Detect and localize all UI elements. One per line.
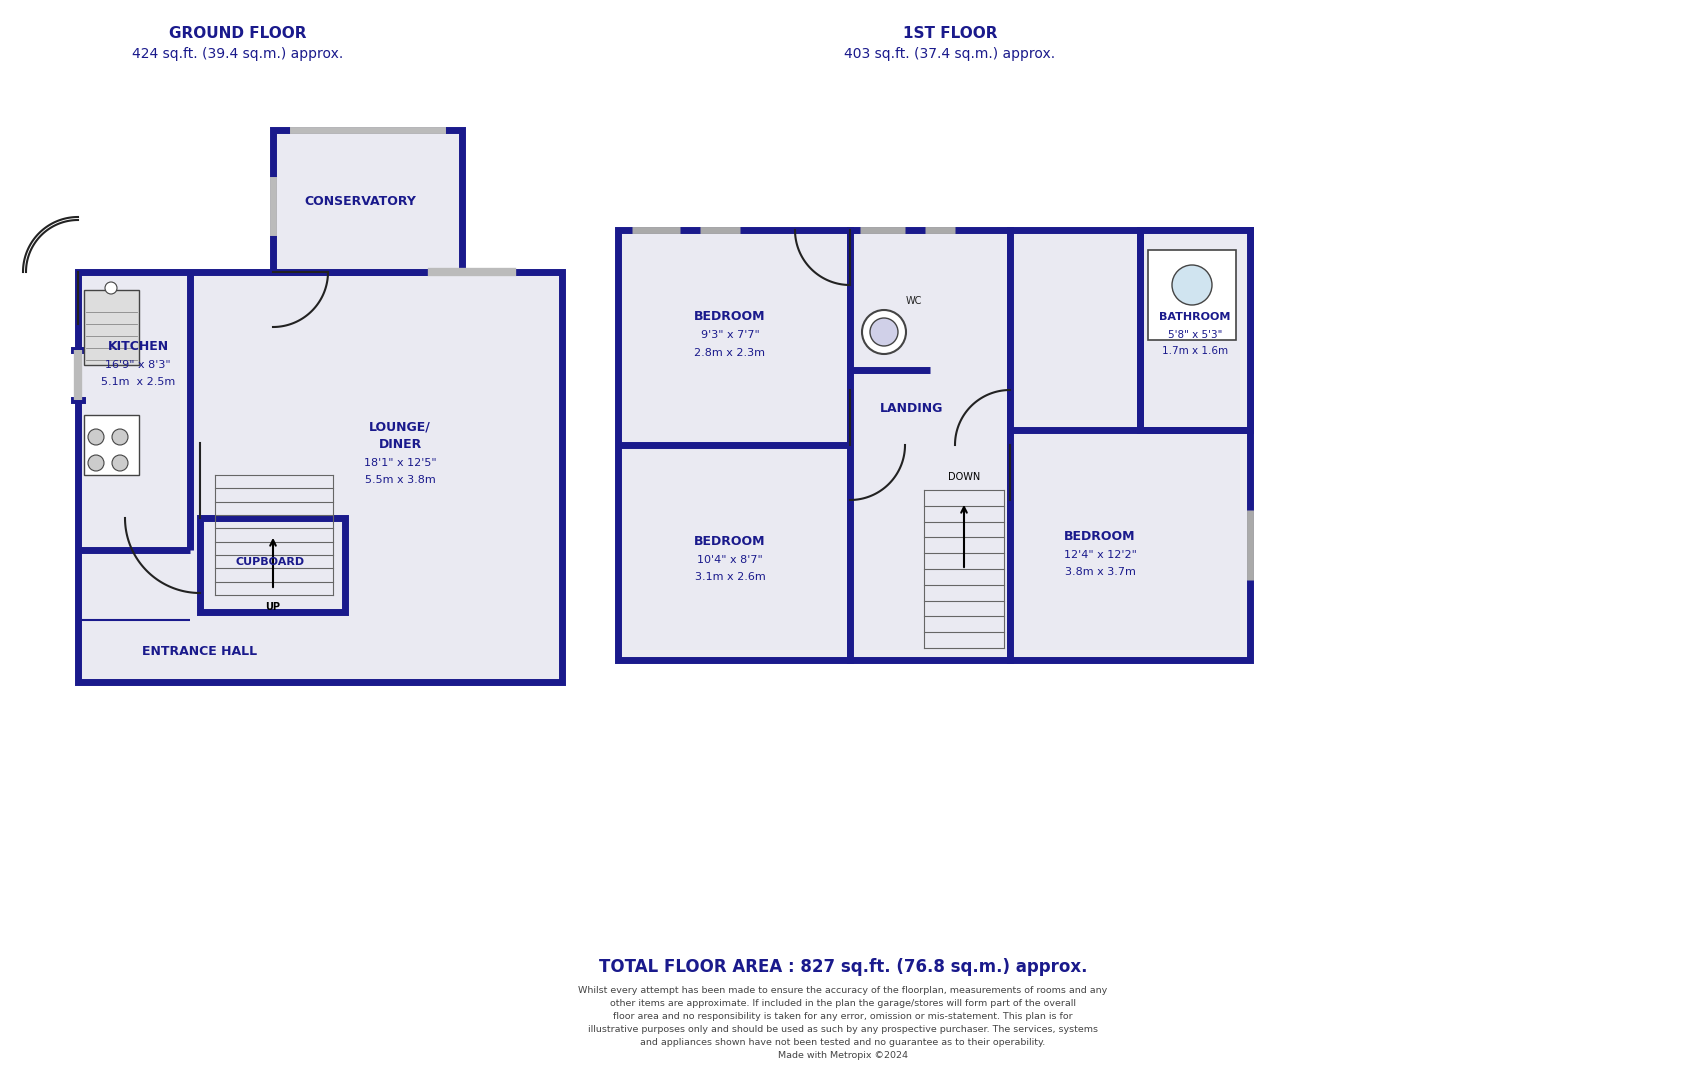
Text: and appliances shown have not been tested and no guarantee as to their operabili: and appliances shown have not been teste… [641, 1038, 1045, 1047]
Text: BATHROOM: BATHROOM [1160, 312, 1231, 322]
Text: LANDING: LANDING [880, 402, 944, 415]
Text: WC: WC [905, 296, 922, 306]
Text: 424 sq.ft. (39.4 sq.m.) approx.: 424 sq.ft. (39.4 sq.m.) approx. [133, 48, 344, 60]
Text: floor area and no responsibility is taken for any error, omission or mis-stateme: floor area and no responsibility is take… [614, 1012, 1072, 1021]
Text: other items are approximate. If included in the plan the garage/stores will form: other items are approximate. If included… [610, 999, 1076, 1008]
Text: ENTRANCE HALL: ENTRANCE HALL [142, 645, 258, 658]
Text: illustrative purposes only and should be used as such by any prospective purchas: illustrative purposes only and should be… [588, 1025, 1098, 1034]
Text: 9'3" x 7'7": 9'3" x 7'7" [701, 330, 759, 340]
Text: 3.1m x 2.6m: 3.1m x 2.6m [695, 572, 765, 582]
Circle shape [88, 429, 105, 445]
Text: BEDROOM: BEDROOM [1064, 530, 1136, 543]
Text: KITCHEN: KITCHEN [108, 340, 169, 353]
Bar [273, 130, 462, 272]
Text: 2.8m x 2.3m: 2.8m x 2.3m [695, 348, 765, 357]
Text: 3.8m x 3.7m: 3.8m x 3.7m [1064, 567, 1135, 577]
Text: DINER: DINER [378, 438, 422, 451]
Text: Whilst every attempt has been made to ensure the accuracy of the floorplan, meas: Whilst every attempt has been made to en… [578, 986, 1108, 995]
Text: 12'4" x 12'2": 12'4" x 12'2" [1064, 550, 1136, 561]
Text: GROUND FLOOR: GROUND FLOOR [169, 26, 307, 41]
Circle shape [105, 282, 116, 294]
Text: DOWN: DOWN [948, 472, 980, 482]
Text: TOTAL FLOOR AREA : 827 sq.ft. (76.8 sq.m.) approx.: TOTAL FLOOR AREA : 827 sq.ft. (76.8 sq.m… [599, 958, 1087, 976]
Circle shape [870, 318, 899, 346]
Circle shape [88, 455, 105, 471]
Text: 403 sq.ft. (37.4 sq.m.) approx.: 403 sq.ft. (37.4 sq.m.) approx. [845, 48, 1055, 60]
Text: 16'9" x 8'3": 16'9" x 8'3" [105, 360, 170, 370]
Text: 10'4" x 8'7": 10'4" x 8'7" [696, 555, 762, 565]
Bar [78, 272, 561, 681]
Text: 5'8" x 5'3": 5'8" x 5'3" [1168, 330, 1222, 340]
Text: BEDROOM: BEDROOM [695, 535, 765, 548]
Bar [1010, 230, 1249, 660]
Text: 18'1" x 12'5": 18'1" x 12'5" [364, 458, 437, 468]
Text: 5.5m x 3.8m: 5.5m x 3.8m [364, 475, 435, 485]
Text: BEDROOM: BEDROOM [695, 310, 765, 323]
Text: Made with Metropix ©2024: Made with Metropix ©2024 [777, 1051, 909, 1059]
Text: CUPBOARD: CUPBOARD [236, 557, 305, 567]
Text: 1ST FLOOR: 1ST FLOOR [902, 26, 996, 41]
Circle shape [1172, 265, 1212, 305]
Bar [84, 291, 138, 365]
Bar [850, 230, 1010, 660]
Text: UP: UP [265, 602, 280, 612]
Text: 5.1m  x 2.5m: 5.1m x 2.5m [101, 377, 175, 387]
Circle shape [111, 455, 128, 471]
Circle shape [862, 310, 905, 354]
Bar [619, 230, 850, 660]
Bar [201, 518, 346, 612]
Bar [1148, 249, 1236, 340]
Bar [1140, 230, 1249, 430]
Text: LOUNGE/: LOUNGE/ [369, 420, 432, 433]
Text: 1.7m x 1.6m: 1.7m x 1.6m [1162, 346, 1227, 356]
Bar [84, 415, 138, 475]
Text: CONSERVATORY: CONSERVATORY [303, 195, 416, 208]
Circle shape [111, 429, 128, 445]
